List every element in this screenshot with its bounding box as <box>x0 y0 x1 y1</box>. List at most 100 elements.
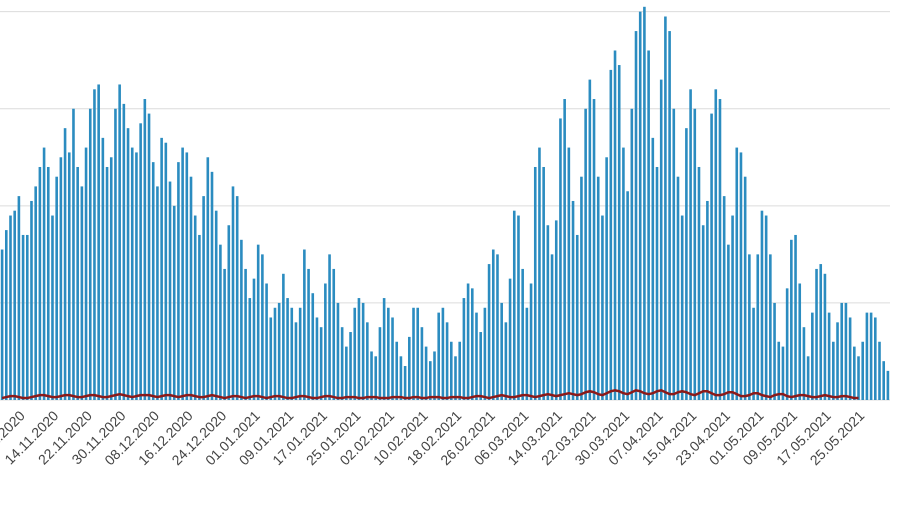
bar <box>735 147 739 400</box>
bar <box>97 84 100 401</box>
bar <box>172 205 176 400</box>
bar <box>630 108 634 401</box>
bar <box>840 302 844 400</box>
bar <box>109 157 113 400</box>
bar <box>538 147 541 400</box>
bar <box>378 327 382 400</box>
bar <box>139 123 142 401</box>
bar <box>491 249 495 400</box>
bar <box>4 230 8 400</box>
bar <box>227 225 231 400</box>
bar <box>693 108 697 401</box>
bar <box>370 351 373 400</box>
bar <box>588 79 592 401</box>
bar <box>559 118 562 401</box>
bar <box>613 50 617 400</box>
bar <box>420 327 424 400</box>
bar <box>88 108 92 401</box>
bar <box>395 341 399 400</box>
bar <box>147 113 151 401</box>
bar <box>101 137 105 400</box>
bar <box>168 181 172 400</box>
bar <box>294 322 298 400</box>
bar <box>189 176 193 400</box>
bar <box>34 186 37 400</box>
bar <box>298 307 302 400</box>
bar <box>706 200 709 400</box>
bar <box>777 341 781 400</box>
bar <box>601 215 604 400</box>
bar <box>659 79 663 401</box>
bar <box>319 327 323 400</box>
bar <box>391 317 394 400</box>
bar <box>790 239 793 400</box>
bar <box>118 84 121 401</box>
bar <box>357 298 361 400</box>
bar <box>731 215 734 400</box>
bar <box>533 166 537 400</box>
bar <box>277 302 281 400</box>
bar <box>643 6 646 401</box>
bar <box>865 312 869 400</box>
bar <box>403 366 407 400</box>
bar <box>198 234 201 400</box>
bar <box>743 176 747 400</box>
bar <box>59 157 63 400</box>
bar <box>374 356 378 400</box>
bar <box>0 249 4 400</box>
bar <box>634 31 638 400</box>
bar <box>349 332 352 400</box>
bar <box>470 288 474 400</box>
bar <box>479 332 482 400</box>
bar <box>38 166 42 400</box>
bar <box>680 215 684 400</box>
bar <box>424 346 428 400</box>
bar <box>181 147 184 400</box>
bar <box>672 108 676 401</box>
bar <box>412 307 415 400</box>
bar <box>651 137 655 400</box>
bar <box>177 162 180 400</box>
bar <box>185 152 189 400</box>
bar <box>202 196 205 400</box>
bar <box>764 215 768 400</box>
bar <box>130 147 134 400</box>
bar <box>668 31 671 400</box>
bar <box>286 298 289 400</box>
bar <box>504 322 508 400</box>
bar <box>592 99 596 401</box>
bar <box>483 307 487 400</box>
bar <box>475 312 478 400</box>
bar <box>878 341 881 400</box>
bar <box>836 322 839 400</box>
bar <box>353 307 357 400</box>
bar <box>366 322 369 400</box>
bar <box>685 128 688 400</box>
bar <box>315 317 319 400</box>
bar <box>235 196 239 400</box>
bar <box>710 113 713 401</box>
bar <box>605 157 608 400</box>
bar <box>80 186 84 400</box>
bar <box>701 225 705 400</box>
bar <box>55 176 58 400</box>
bar <box>437 312 441 400</box>
bar <box>697 166 701 400</box>
bar <box>361 302 365 400</box>
bar <box>869 312 873 400</box>
bar <box>752 307 755 400</box>
bar <box>882 361 886 400</box>
bar <box>219 244 222 400</box>
bar <box>458 341 461 400</box>
bar <box>84 147 88 400</box>
bar <box>441 307 445 400</box>
bar <box>433 351 436 400</box>
bar <box>748 254 751 400</box>
line <box>1 389 859 400</box>
bar <box>303 249 306 400</box>
bar <box>160 137 163 400</box>
bar <box>714 89 718 401</box>
bar <box>857 356 860 400</box>
bar <box>399 356 403 400</box>
